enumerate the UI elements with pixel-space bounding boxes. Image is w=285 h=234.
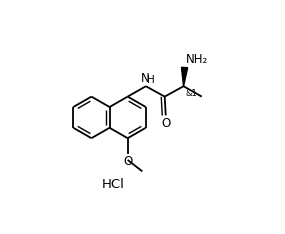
Text: N: N bbox=[141, 72, 149, 85]
Text: H: H bbox=[147, 75, 154, 85]
Text: &1: &1 bbox=[186, 88, 198, 98]
Polygon shape bbox=[182, 67, 188, 86]
Text: O: O bbox=[161, 117, 170, 130]
Text: HCl: HCl bbox=[102, 178, 125, 191]
Text: O: O bbox=[123, 155, 132, 168]
Text: NH₂: NH₂ bbox=[186, 53, 208, 66]
